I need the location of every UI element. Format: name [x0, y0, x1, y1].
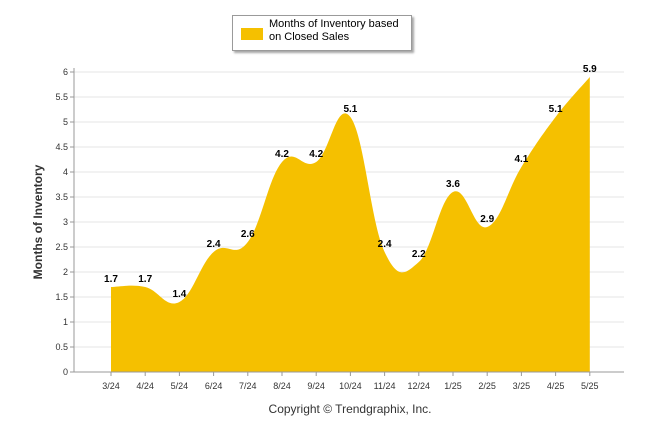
data-label: 1.7 — [138, 274, 152, 285]
x-tick-label: 3/25 — [513, 381, 531, 391]
y-tick-label: 1.5 — [55, 292, 68, 302]
x-tick-label: 7/24 — [239, 381, 257, 391]
area-fill — [111, 77, 590, 372]
y-tick-label: 0 — [63, 367, 68, 377]
area-series — [110, 76, 590, 372]
x-tick-label: 6/24 — [205, 381, 223, 391]
data-label: 5.1 — [343, 104, 357, 115]
data-label: 2.4 — [378, 239, 392, 250]
data-label: 2.9 — [480, 214, 494, 225]
data-label: 5.9 — [583, 64, 597, 75]
legend-swatch — [241, 28, 263, 40]
data-label: 1.4 — [172, 289, 186, 300]
x-tick-label: 9/24 — [307, 381, 325, 391]
data-labels: 1.7 1.7 1.4 2.4 2.6 4.2 4.2 5.1 2.4 2.2 3.6 2.9 4.1 5… — [104, 64, 597, 300]
x-tick-label: 12/24 — [408, 381, 431, 391]
y-tick-label: 6 — [63, 67, 68, 77]
y-tick-label: 0.5 — [55, 342, 68, 352]
y-tick-label: 2.5 — [55, 242, 68, 252]
data-label: 2.2 — [412, 249, 426, 260]
x-tick-labels: 3/24 4/24 5/24 6/24 7/24 8/24 9/24 10/24 11/24 12… — [102, 381, 598, 391]
y-tick-label: 4 — [63, 167, 68, 177]
x-tick-label: 5/24 — [171, 381, 189, 391]
y-tick-label: 5 — [63, 117, 68, 127]
legend: Months of Inventory based on Closed Sale… — [232, 15, 412, 51]
y-axis-title: Months of Inventory — [31, 164, 45, 280]
legend-label: Months of Inventory based on Closed Sale… — [269, 18, 399, 43]
data-label: 4.2 — [309, 149, 323, 160]
x-tick-label: 4/25 — [547, 381, 565, 391]
x-tick-label: 10/24 — [339, 381, 362, 391]
x-tick-label: 3/24 — [102, 381, 120, 391]
y-tick-labels: 0 0.5 1 1.5 2 2.5 3 3.5 4 4.5 5 5.5 6 — [55, 67, 68, 377]
y-tick-label: 4.5 — [55, 142, 68, 152]
copyright-text: Copyright © Trendgraphix, Inc. — [268, 402, 432, 416]
data-label: 5.1 — [549, 104, 563, 115]
data-label: 4.2 — [275, 149, 289, 160]
y-tick-label: 2 — [63, 267, 68, 277]
y-tick-label: 3.5 — [55, 192, 68, 202]
y-tick-label: 1 — [63, 317, 68, 327]
y-tick-label: 5.5 — [55, 92, 68, 102]
x-tick-label: 2/25 — [478, 381, 496, 391]
y-tick-label: 3 — [63, 217, 68, 227]
data-label: 2.4 — [207, 239, 221, 250]
x-tick-label: 1/25 — [444, 381, 462, 391]
data-label: 2.6 — [241, 229, 255, 240]
x-tick-label: 5/25 — [581, 381, 599, 391]
data-label: 3.6 — [446, 179, 460, 190]
x-tick-label: 4/24 — [136, 381, 154, 391]
x-tick-label: 11/24 — [374, 381, 396, 391]
data-label: 4.1 — [514, 154, 528, 165]
x-tick-label: 8/24 — [273, 381, 291, 391]
axes — [70, 68, 624, 376]
data-label: 1.7 — [104, 274, 118, 285]
